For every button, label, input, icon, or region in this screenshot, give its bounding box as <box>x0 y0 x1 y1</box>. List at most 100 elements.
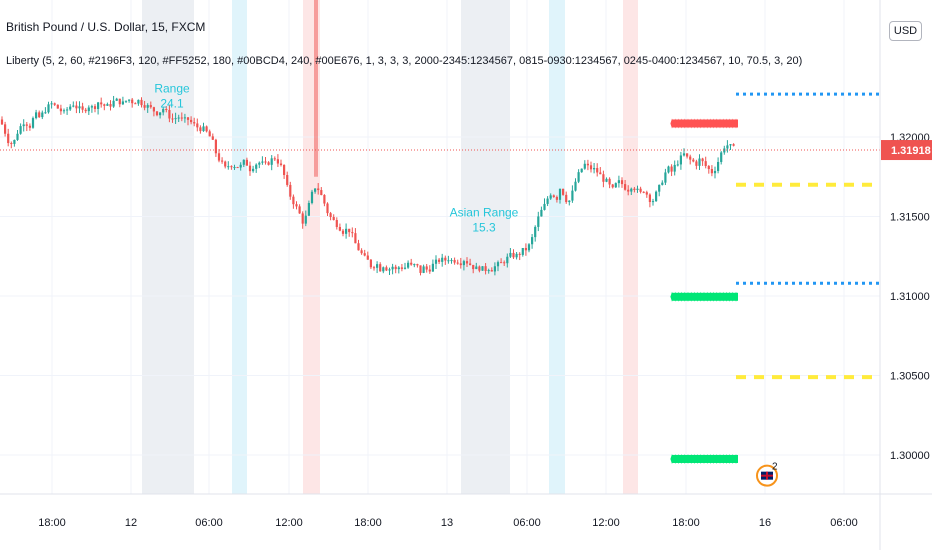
zone-marker-1 <box>712 291 716 302</box>
zone-marker-0 <box>718 118 722 129</box>
candle-body-159 <box>493 266 496 272</box>
candle-body-24 <box>75 105 78 109</box>
candle-body-73 <box>227 166 230 168</box>
zone-marker-1 <box>696 291 700 302</box>
candle-body-114 <box>354 233 357 244</box>
candle-body-70 <box>217 153 221 161</box>
candle-body-39 <box>121 101 124 105</box>
candle-body-6 <box>19 126 22 134</box>
candle-body-63 <box>196 123 199 128</box>
candle-body-186 <box>577 172 580 182</box>
zone-marker-0 <box>728 118 732 129</box>
candle-body-128 <box>397 267 400 270</box>
candle-body-160 <box>496 262 500 267</box>
session-band-5 <box>623 0 638 494</box>
candle-body-217 <box>673 164 676 172</box>
candle-body-121 <box>376 264 379 268</box>
candle-body-137 <box>425 266 428 270</box>
candle-body-223 <box>692 159 695 162</box>
zone-marker-0 <box>721 118 725 129</box>
candle-body-53 <box>165 109 168 111</box>
candle-body-17 <box>53 103 56 105</box>
candle-body-50 <box>155 111 159 116</box>
candle-body-84 <box>261 161 264 163</box>
zone-marker-2 <box>676 453 680 464</box>
candle-body-123 <box>382 267 385 272</box>
candle-body-116 <box>360 250 363 254</box>
zone-marker-2 <box>686 453 690 464</box>
candle-body-191 <box>593 168 596 170</box>
candle-body-74 <box>230 166 233 168</box>
zone-marker-0 <box>734 118 738 129</box>
candle-body-80 <box>248 165 252 172</box>
candle-body-32 <box>100 102 103 105</box>
candle-body-100 <box>310 191 314 204</box>
zone-marker-1 <box>683 291 687 302</box>
candle-body-107 <box>332 217 335 221</box>
candle-body-90 <box>279 163 283 165</box>
zone-marker-2 <box>683 453 687 464</box>
candle-body-199 <box>617 180 620 184</box>
candle-body-91 <box>283 164 286 176</box>
candle-body-138 <box>428 269 431 272</box>
candle-body-22 <box>69 106 72 110</box>
currency-selector[interactable]: USD <box>889 21 922 41</box>
candle-body-171 <box>531 237 534 245</box>
zone-marker-2 <box>731 453 735 464</box>
candle-body-219 <box>679 155 682 165</box>
candle-body-154 <box>478 266 481 271</box>
candle-body-206 <box>639 188 642 192</box>
x-tick-label-2: 06:00 <box>195 517 223 529</box>
candle-body-146 <box>453 260 456 263</box>
candle-body-209 <box>648 194 651 203</box>
candle-body-144 <box>447 260 450 262</box>
candle-body-1 <box>4 124 7 134</box>
chart-symbol-title[interactable]: British Pound / U.S. Dollar, 15, FXCM <box>6 20 206 34</box>
candle-body-86 <box>267 162 270 165</box>
candle-body-198 <box>614 183 617 188</box>
zone-marker-0 <box>676 118 680 129</box>
candle-body-153 <box>475 266 478 270</box>
candle-body-165 <box>512 252 515 258</box>
candle-body-132 <box>410 262 413 265</box>
candle-body-48 <box>149 105 152 108</box>
candle-body-58 <box>180 117 183 119</box>
candle-body-64 <box>199 127 202 132</box>
zone-marker-2 <box>724 453 728 464</box>
candle-body-38 <box>118 98 121 105</box>
zone-marker-0 <box>673 118 677 129</box>
y-tick-label-4: 1.30000 <box>890 450 930 462</box>
zone-marker-2 <box>689 453 693 464</box>
candle-body-31 <box>97 102 100 109</box>
candle-body-106 <box>329 213 332 218</box>
candle-body-145 <box>450 260 453 262</box>
candle-body-21 <box>66 109 69 111</box>
candle-body-34 <box>106 104 109 106</box>
zone-marker-1 <box>734 291 738 302</box>
candle-body-141 <box>438 259 441 262</box>
candle-body-147 <box>456 262 459 264</box>
candle-body-43 <box>134 103 137 105</box>
zone-marker-1 <box>702 291 706 302</box>
candle-body-152 <box>472 264 475 270</box>
candle-body-214 <box>664 172 667 183</box>
candle-body-127 <box>394 266 397 270</box>
candle-body-126 <box>391 266 394 270</box>
candle-body-230 <box>713 170 717 174</box>
candle-body-9 <box>28 125 31 128</box>
candle-body-218 <box>676 164 679 166</box>
candle-body-78 <box>242 159 245 165</box>
indicator-legend[interactable]: Liberty (5, 2, 60, #2196F3, 120, #FF5252… <box>6 55 803 67</box>
candle-body-33 <box>103 104 106 106</box>
candle-body-5 <box>16 133 19 140</box>
candle-body-122 <box>379 264 382 272</box>
candle-body-51 <box>159 112 162 116</box>
zone-marker-0 <box>705 118 709 129</box>
candle-body-113 <box>351 232 354 234</box>
zone-marker-0 <box>689 118 693 129</box>
x-tick-label-3: 12:00 <box>275 517 303 529</box>
candle-body-157 <box>487 270 490 272</box>
candle-body-233 <box>723 148 726 153</box>
candle-body-203 <box>630 188 633 192</box>
